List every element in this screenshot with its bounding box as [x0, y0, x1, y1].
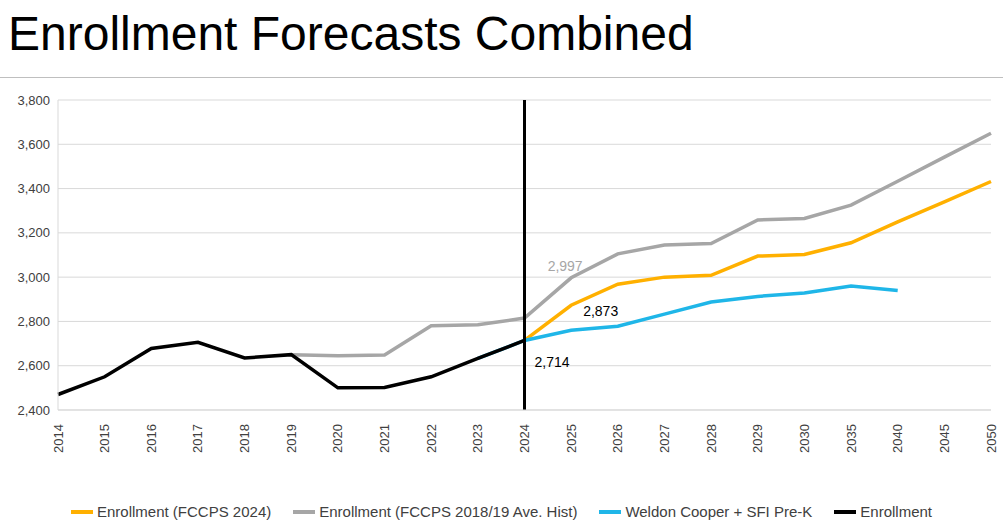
html-text:Enrollment (FCCPS 2024): Enrollment (FCCPS 2024) [97, 503, 272, 520]
svg-text:2027: 2027 [657, 424, 672, 453]
svg-text:2024: 2024 [517, 424, 532, 453]
svg-text:2026: 2026 [610, 424, 625, 453]
svg-text:2018: 2018 [237, 424, 252, 453]
svg-text:2030: 2030 [797, 424, 812, 453]
svg-text:2,997: 2,997 [548, 258, 583, 274]
svg-text:2035: 2035 [844, 424, 859, 453]
svg-text:3,600: 3,600 [17, 137, 50, 152]
svg-text:2028: 2028 [704, 424, 719, 453]
svg-text:2021: 2021 [377, 424, 392, 453]
svg-text:2040: 2040 [890, 424, 905, 453]
svg-text:2015: 2015 [97, 424, 112, 453]
svg-text:2020: 2020 [330, 424, 345, 453]
svg-text:2,600: 2,600 [17, 358, 50, 373]
html-text:Enrollment: Enrollment [860, 503, 932, 520]
svg-text:2,714: 2,714 [535, 354, 570, 370]
html-text:Enrollment Forecasts Combined: Enrollment Forecasts Combined [8, 7, 694, 60]
svg-text:2014: 2014 [51, 424, 66, 453]
svg-text:3,400: 3,400 [17, 181, 50, 196]
html-text:Enrollment (FCCPS 2018/19 Ave.: Enrollment (FCCPS 2018/19 Ave. Hist) [319, 503, 578, 520]
svg-text:2,800: 2,800 [17, 314, 50, 329]
svg-text:2050: 2050 [984, 424, 996, 453]
svg-text:2025: 2025 [564, 424, 579, 453]
svg-text:2,400: 2,400 [17, 403, 50, 418]
html-text:Weldon Cooper + SFI Pre-K: Weldon Cooper + SFI Pre-K [625, 503, 813, 520]
svg-text:2022: 2022 [424, 424, 439, 453]
svg-text:2019: 2019 [284, 424, 299, 453]
svg-text:3,800: 3,800 [17, 93, 50, 108]
svg-text:3,000: 3,000 [17, 270, 50, 285]
svg-text:3,200: 3,200 [17, 225, 50, 240]
svg-text:2017: 2017 [190, 424, 205, 453]
svg-text:2023: 2023 [470, 424, 485, 453]
svg-text:2,873: 2,873 [583, 303, 618, 319]
svg-text:2045: 2045 [937, 424, 952, 453]
svg-text:2029: 2029 [750, 424, 765, 453]
svg-text:2016: 2016 [144, 424, 159, 453]
